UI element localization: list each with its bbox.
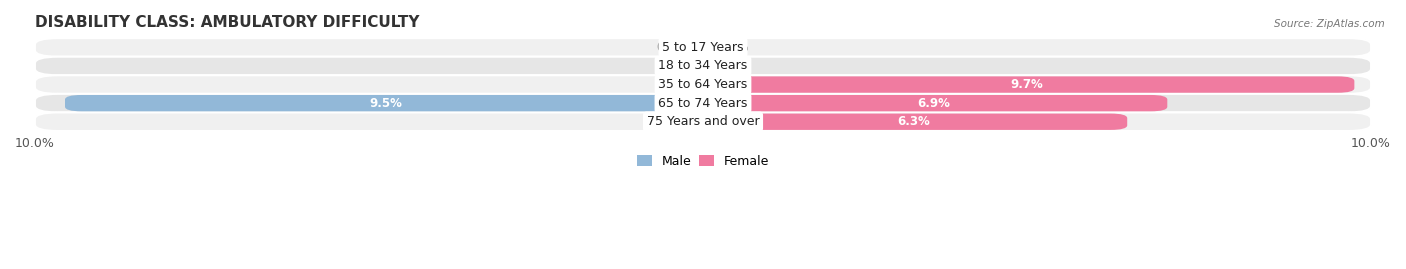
Text: 9.7%: 9.7% [1011,78,1043,91]
Text: Source: ZipAtlas.com: Source: ZipAtlas.com [1274,19,1385,29]
Text: DISABILITY CLASS: AMBULATORY DIFFICULTY: DISABILITY CLASS: AMBULATORY DIFFICULTY [35,15,419,30]
Text: 65 to 74 Years: 65 to 74 Years [658,97,748,110]
Text: 0.0%: 0.0% [657,59,686,72]
Text: 35 to 64 Years: 35 to 64 Years [658,78,748,91]
FancyBboxPatch shape [700,95,1167,111]
Text: 75 Years and over: 75 Years and over [647,115,759,128]
FancyBboxPatch shape [35,94,1371,112]
Legend: Male, Female: Male, Female [631,150,775,173]
FancyBboxPatch shape [35,75,1371,94]
FancyBboxPatch shape [35,57,1371,75]
FancyBboxPatch shape [35,38,1371,57]
FancyBboxPatch shape [65,95,706,111]
Text: 6.3%: 6.3% [897,115,929,128]
FancyBboxPatch shape [700,76,1354,93]
Text: 5 to 17 Years: 5 to 17 Years [662,41,744,54]
Text: 0.0%: 0.0% [720,41,749,54]
Text: 0.0%: 0.0% [720,59,749,72]
Text: 6.9%: 6.9% [917,97,950,110]
FancyBboxPatch shape [700,114,1128,130]
Text: 9.5%: 9.5% [370,97,402,110]
Text: 18 to 34 Years: 18 to 34 Years [658,59,748,72]
FancyBboxPatch shape [35,112,1371,131]
Text: 0.0%: 0.0% [657,78,686,91]
Text: 0.0%: 0.0% [657,41,686,54]
Text: 0.0%: 0.0% [657,115,686,128]
